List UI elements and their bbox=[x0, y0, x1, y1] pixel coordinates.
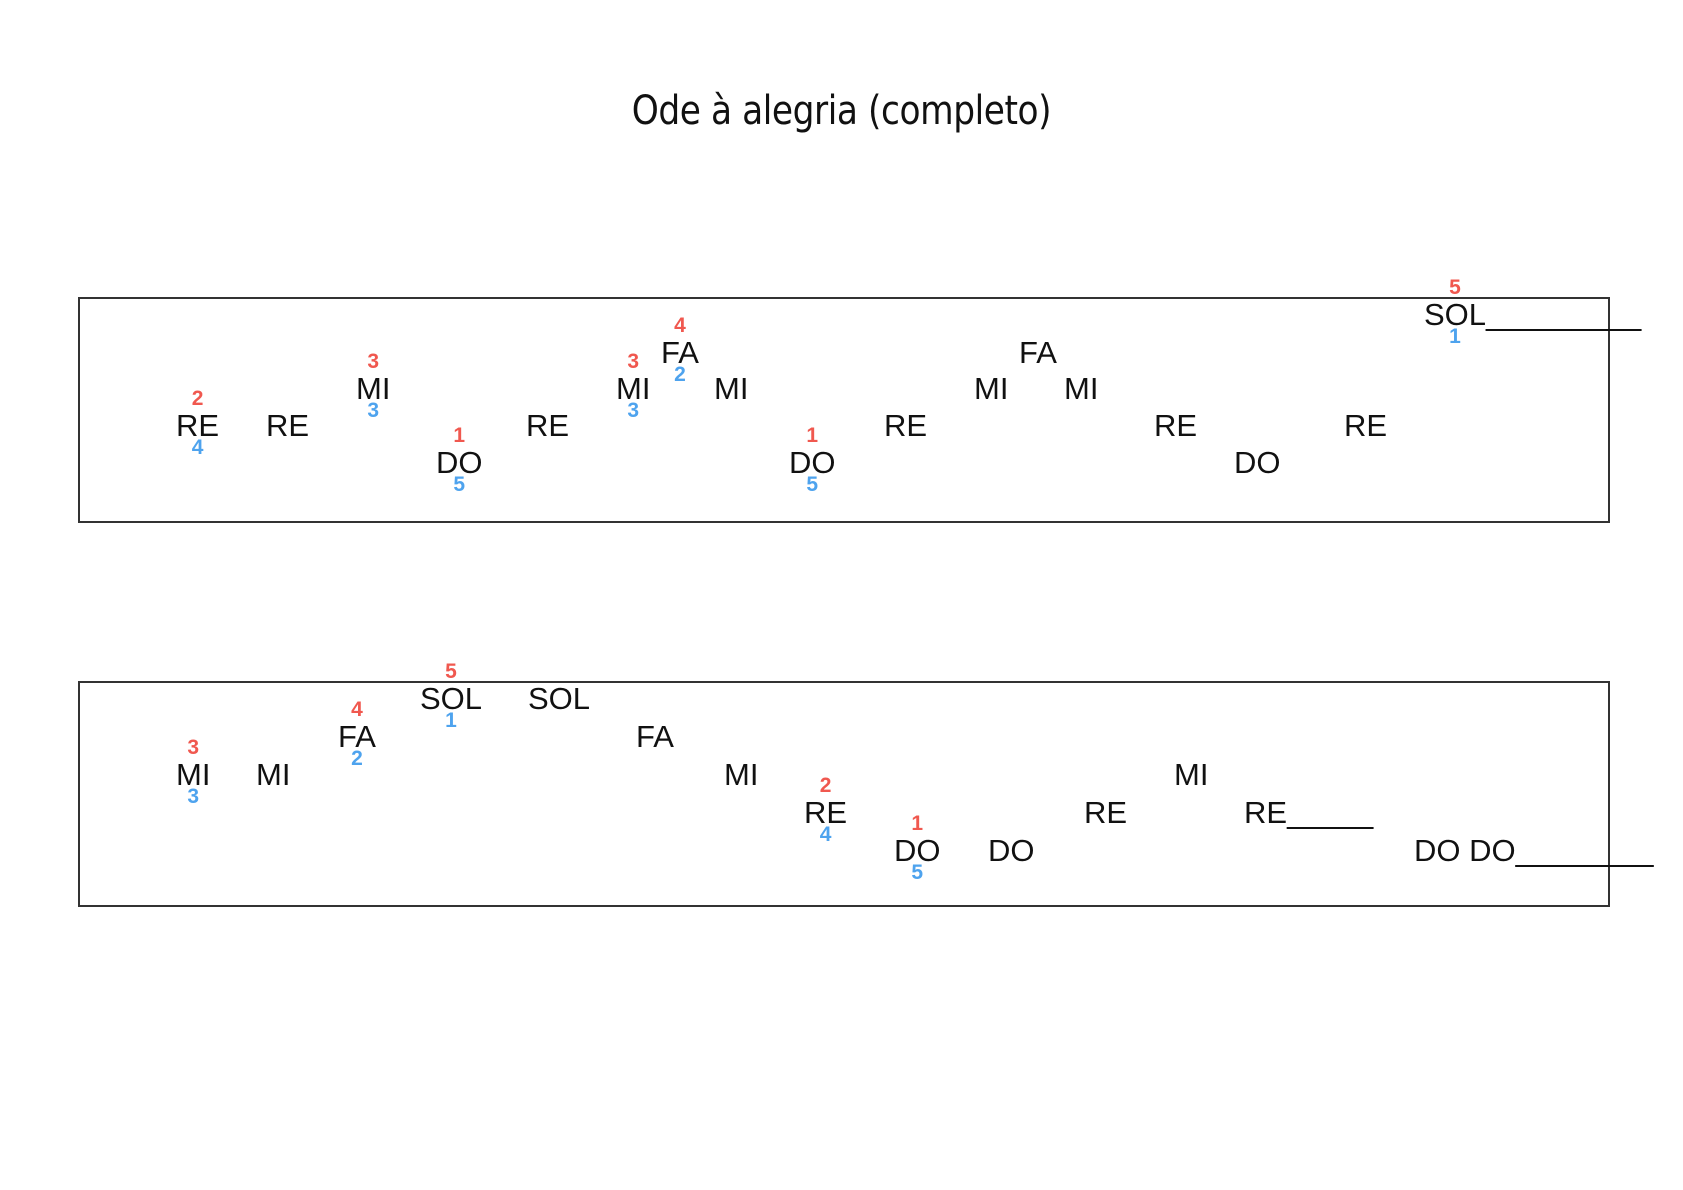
note-mi: MI bbox=[714, 371, 749, 406]
note-re: RE bbox=[1344, 408, 1388, 443]
finger-number-bottom: 3 bbox=[367, 399, 380, 422]
finger-number-bottom: 5 bbox=[806, 473, 819, 496]
note-fa: FA bbox=[661, 335, 699, 370]
staff-line-2: MI 3 3 MI FA 4 2 SOL 5 1 SOL FA MI RE 2 4 DO 1 5 DO RE MI RE__… bbox=[78, 661, 1654, 907]
note-mi: MI bbox=[974, 371, 1009, 406]
note-do: DO bbox=[988, 833, 1035, 868]
note-fa: FA bbox=[636, 719, 674, 754]
note-re: RE bbox=[526, 408, 570, 443]
note-mi: MI bbox=[724, 757, 759, 792]
finger-number-bottom: 5 bbox=[453, 473, 466, 496]
note-fa: FA bbox=[338, 719, 376, 754]
note-sol: SOL_________ bbox=[1424, 297, 1642, 332]
finger-number-bottom: 3 bbox=[187, 785, 200, 808]
finger-number-top: 4 bbox=[674, 314, 686, 337]
note-re: RE bbox=[1084, 795, 1128, 830]
finger-number-top: 5 bbox=[1449, 276, 1461, 299]
note-do: DO bbox=[894, 833, 941, 868]
finger-number-bottom: 1 bbox=[1449, 325, 1461, 348]
note-re: RE_____ bbox=[1244, 795, 1374, 830]
finger-number-top: 3 bbox=[187, 736, 200, 759]
finger-number-top: 4 bbox=[351, 698, 363, 721]
note-mi: MI bbox=[1064, 371, 1099, 406]
finger-number-bottom: 4 bbox=[819, 823, 832, 846]
note-sol: SOL bbox=[420, 681, 483, 716]
finger-number-bottom: 3 bbox=[627, 399, 640, 422]
note-re: RE bbox=[804, 795, 848, 830]
note-mi: MI bbox=[1174, 757, 1209, 792]
note-do: DO bbox=[789, 445, 836, 480]
staff-line-1: RE 2 4 RE MI 3 3 DO 1 5 RE MI 3 3 FA 4 2 MI DO 1 5 RE MI FA MI RE… bbox=[78, 277, 1641, 523]
finger-number-top: 2 bbox=[191, 387, 204, 410]
note-mi: MI bbox=[176, 757, 211, 792]
note-re: RE bbox=[884, 408, 928, 443]
page-title: Ode à alegria (completo) bbox=[631, 88, 1052, 134]
finger-number-top: 3 bbox=[367, 350, 380, 373]
note-re: RE bbox=[1154, 408, 1198, 443]
finger-number-top: 1 bbox=[806, 424, 819, 447]
note-re: RE bbox=[176, 408, 220, 443]
finger-number-bottom: 5 bbox=[911, 861, 924, 884]
finger-number-top: 2 bbox=[819, 774, 832, 797]
note-do: DO bbox=[436, 445, 483, 480]
note-do: DO bbox=[1234, 445, 1281, 480]
note-mi: MI bbox=[256, 757, 291, 792]
note-sol: SOL bbox=[528, 681, 591, 716]
finger-number-bottom: 1 bbox=[445, 709, 457, 732]
finger-number-top: 1 bbox=[453, 424, 466, 447]
finger-number-top: 5 bbox=[445, 660, 457, 683]
note-mi: MI bbox=[616, 371, 651, 406]
note-fa: FA bbox=[1019, 335, 1057, 370]
finger-number-top: 3 bbox=[627, 350, 640, 373]
finger-number-bottom: 2 bbox=[351, 747, 363, 770]
finger-number-top: 1 bbox=[911, 812, 924, 835]
note-dodo: DO DO________ bbox=[1414, 833, 1654, 868]
note-re: RE bbox=[266, 408, 310, 443]
note-mi: MI bbox=[356, 371, 391, 406]
finger-number-bottom: 2 bbox=[674, 363, 686, 386]
finger-number-bottom: 4 bbox=[191, 436, 204, 459]
